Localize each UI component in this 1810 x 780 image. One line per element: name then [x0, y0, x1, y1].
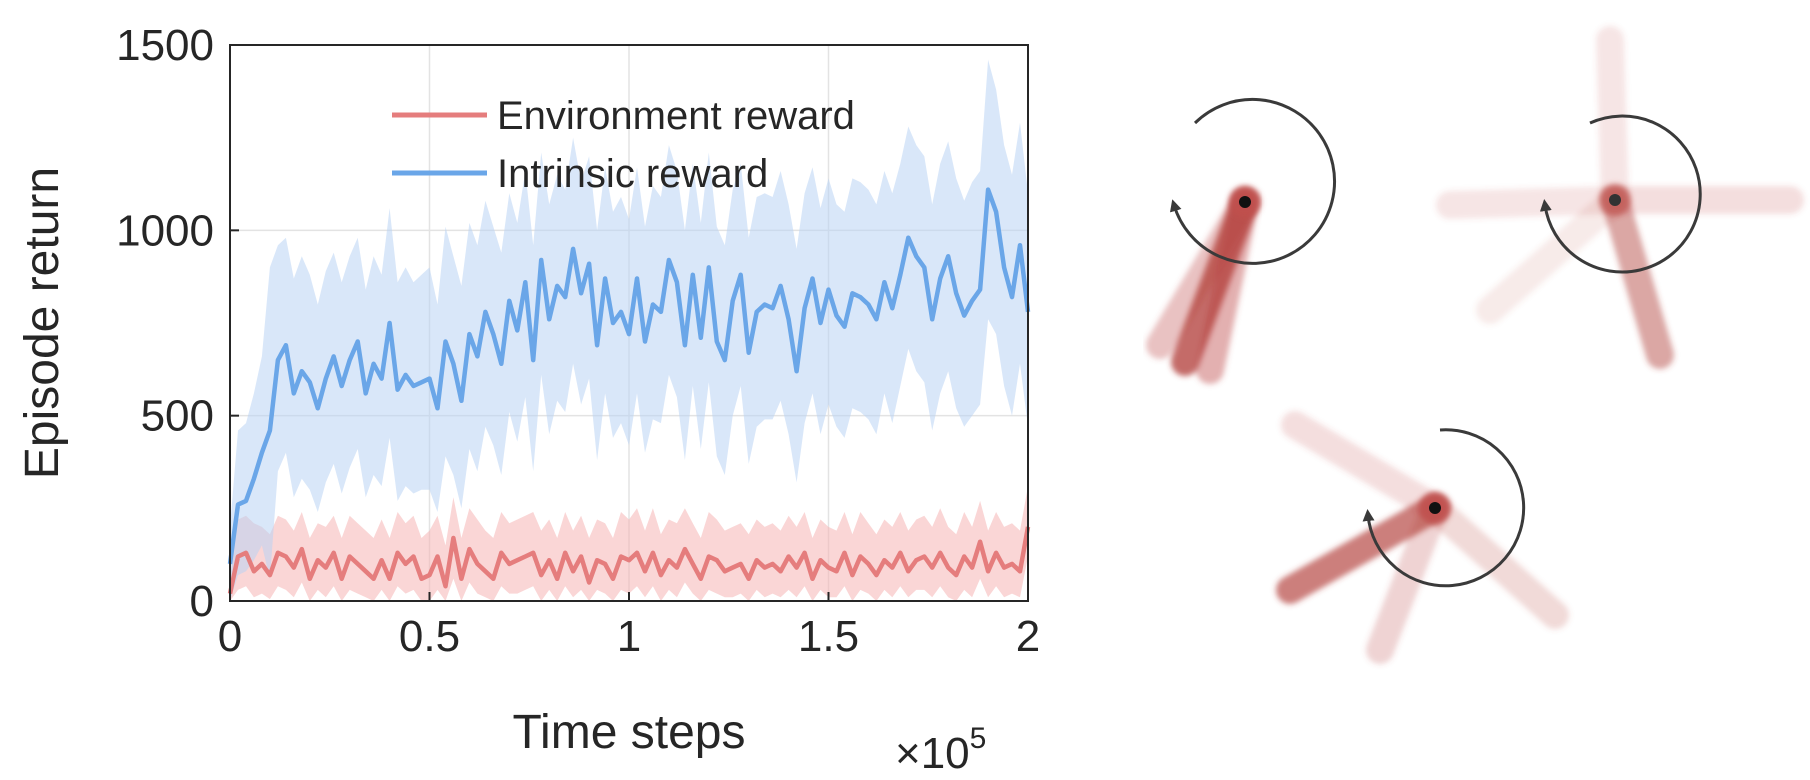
legend: Environment reward Intrinsic reward [392, 94, 855, 196]
y-axis-label: Episode return [16, 167, 69, 479]
axis-ticks: 0 0.5 1 1.5 2 0 500 1000 1500 [116, 21, 1040, 661]
pivot-point [1239, 196, 1251, 208]
rotation-arrow-icon [1169, 98, 1337, 265]
line-environment-reward [227, 526, 1031, 595]
rotation-arrow-icon [1362, 428, 1526, 588]
y-tick-label: 0 [190, 577, 214, 626]
x-tick-label: 2 [1016, 612, 1040, 661]
learning-curve-chart: 0 0.5 1 1.5 2 0 500 1000 1500 Environment reward… [16, 21, 1040, 778]
line-intrinsic-reward [227, 187, 1031, 565]
series-lines [227, 187, 1031, 595]
x-axis-label: Time steps [513, 706, 746, 759]
y-tick-label: 500 [141, 392, 214, 441]
pivot-point [1429, 502, 1441, 514]
legend-label-environment-reward: Environment reward [497, 94, 855, 138]
pendulum-2 [1436, 26, 1804, 369]
pendulum-illustrations [1146, 26, 1804, 664]
x-tick-label: 1.5 [798, 612, 859, 661]
x-tick-label: 1 [617, 612, 641, 661]
rotation-arrow-icon [1539, 114, 1702, 274]
pendulum-3 [1276, 411, 1569, 664]
x-axis-multiplier: ×105 [895, 722, 986, 778]
pivot-point [1609, 194, 1621, 206]
pendulum-1 [1146, 98, 1337, 384]
y-tick-label: 1000 [116, 206, 214, 255]
y-tick-label: 1500 [116, 21, 214, 70]
legend-label-intrinsic-reward: Intrinsic reward [497, 152, 768, 196]
x-tick-label: 0.5 [399, 612, 460, 661]
x-tick-label: 0 [218, 612, 242, 661]
